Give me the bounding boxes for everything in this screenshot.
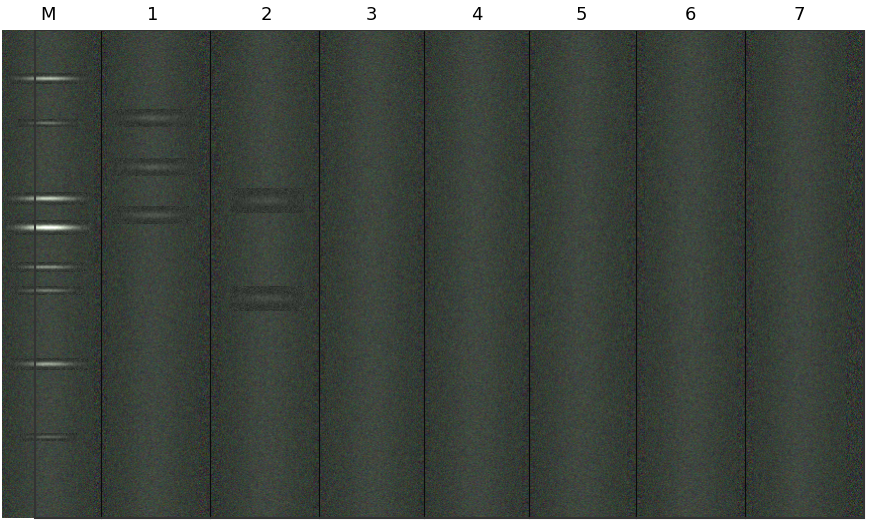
Text: 5: 5 xyxy=(575,6,587,24)
Bar xyxy=(0,0,874,30)
Text: 3: 3 xyxy=(365,6,378,24)
Text: 1: 1 xyxy=(147,6,159,24)
Text: 4: 4 xyxy=(470,6,482,24)
Text: M: M xyxy=(40,6,56,24)
Text: 7: 7 xyxy=(794,6,806,24)
Text: 2: 2 xyxy=(260,6,273,24)
Text: 6: 6 xyxy=(684,6,697,24)
